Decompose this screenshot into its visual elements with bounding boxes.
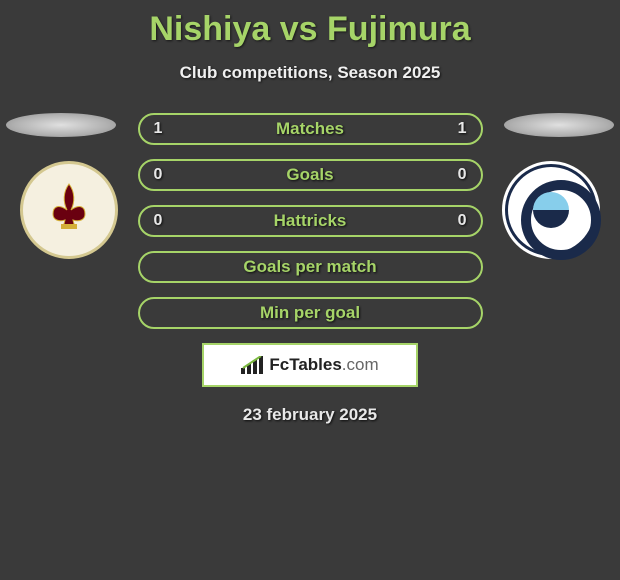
stat-left-value: 0	[154, 212, 184, 230]
platform-right	[504, 113, 614, 137]
stat-label: Min per goal	[184, 303, 437, 323]
stat-right-value: 0	[437, 166, 467, 184]
subtitle: Club competitions, Season 2025	[0, 63, 620, 83]
branding-bold: FcTables	[269, 355, 341, 374]
stat-row: 0 Goals 0	[138, 159, 483, 191]
stat-label: Goals	[184, 165, 437, 185]
crest-right-center	[533, 192, 569, 228]
stat-right-value: 1	[437, 120, 467, 138]
stat-row: Min per goal	[138, 297, 483, 329]
page-title: Nishiya vs Fujimura	[0, 0, 620, 49]
stat-label: Hattricks	[184, 211, 437, 231]
stat-row: Goals per match	[138, 251, 483, 283]
stat-label: Goals per match	[184, 257, 437, 277]
crest-right-ring	[508, 167, 594, 253]
club-crest-left	[20, 161, 118, 259]
stat-label: Matches	[184, 119, 437, 139]
stat-right-value: 0	[437, 212, 467, 230]
branding-text: FcTables.com	[269, 355, 378, 375]
stat-row: 1 Matches 1	[138, 113, 483, 145]
bar-chart-icon	[241, 356, 263, 374]
stat-row: 0 Hattricks 0	[138, 205, 483, 237]
comparison-panel: 1 Matches 1 0 Goals 0 0 Hattricks 0 Goal…	[0, 113, 620, 425]
stat-left-value: 0	[154, 166, 184, 184]
branding-light: .com	[342, 355, 379, 374]
branding-box[interactable]: FcTables.com	[202, 343, 418, 387]
stat-left-value: 1	[154, 120, 184, 138]
platform-left	[6, 113, 116, 137]
stat-rows: 1 Matches 1 0 Goals 0 0 Hattricks 0 Goal…	[138, 113, 483, 329]
date: 23 february 2025	[0, 405, 620, 425]
club-crest-right	[502, 161, 600, 259]
fleur-de-lis-icon	[49, 182, 89, 238]
